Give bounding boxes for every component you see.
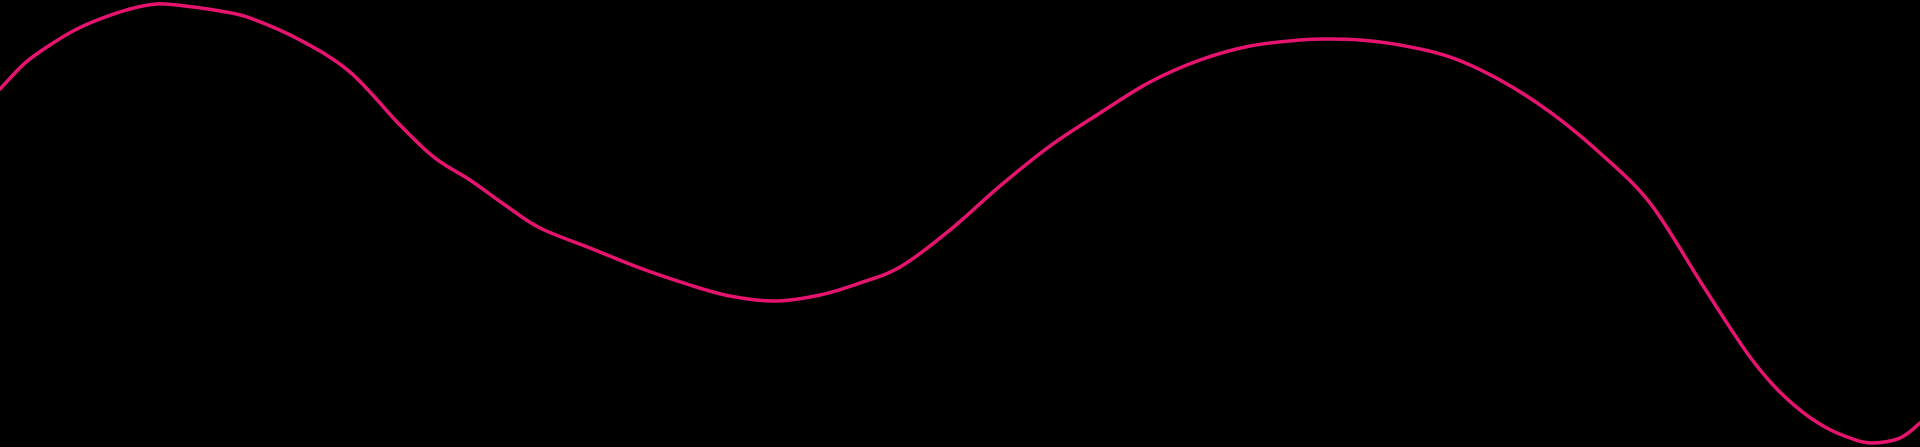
curve-line (0, 2, 1920, 445)
chart-canvas (0, 2, 1920, 445)
line-chart (0, 2, 1920, 445)
